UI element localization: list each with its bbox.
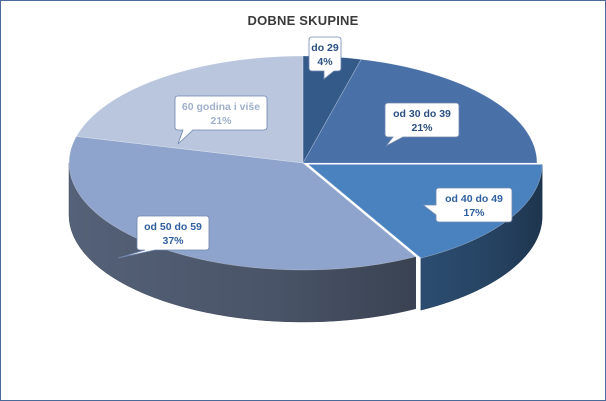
callout-box-3 bbox=[117, 215, 210, 259]
callout-box-1 bbox=[384, 102, 460, 147]
slice-label-0: do 29 bbox=[311, 42, 339, 54]
callout-box-0 bbox=[308, 36, 342, 80]
slice-value-label-4: 21% bbox=[210, 115, 232, 127]
slice-label-4: 60 godina i više bbox=[182, 101, 260, 113]
slice-value-label-1: 21% bbox=[411, 122, 433, 134]
slice-side-shade-2 bbox=[420, 164, 543, 311]
slice-side-shade-3 bbox=[69, 163, 416, 322]
pie-callouts: do 29 4% od 30 do 39 21% od 40 do 49 17% od 50… bbox=[117, 36, 513, 259]
slice-label-2: od 40 do 49 bbox=[445, 193, 503, 205]
slice-value-label-0: 4% bbox=[317, 56, 333, 68]
callout-box-4 bbox=[174, 95, 268, 145]
slice-value-label-3: 37% bbox=[162, 235, 184, 247]
callout-4: 60 godina i više 21% bbox=[174, 95, 268, 145]
callout-3: od 50 do 59 37% bbox=[117, 215, 210, 259]
chart-title: DOBNE SKUPINE bbox=[247, 13, 359, 28]
callout-0: do 29 4% bbox=[308, 36, 342, 80]
callout-1: od 30 do 39 21% bbox=[384, 102, 460, 147]
slice-value-label-2: 17% bbox=[463, 207, 485, 219]
callout-2: od 40 do 49 17% bbox=[421, 187, 513, 223]
slice-label-3: od 50 do 59 bbox=[144, 221, 202, 233]
slice-label-1: od 30 do 39 bbox=[393, 108, 451, 120]
callout-box-2 bbox=[421, 187, 513, 223]
pie-sides bbox=[68, 162, 543, 323]
